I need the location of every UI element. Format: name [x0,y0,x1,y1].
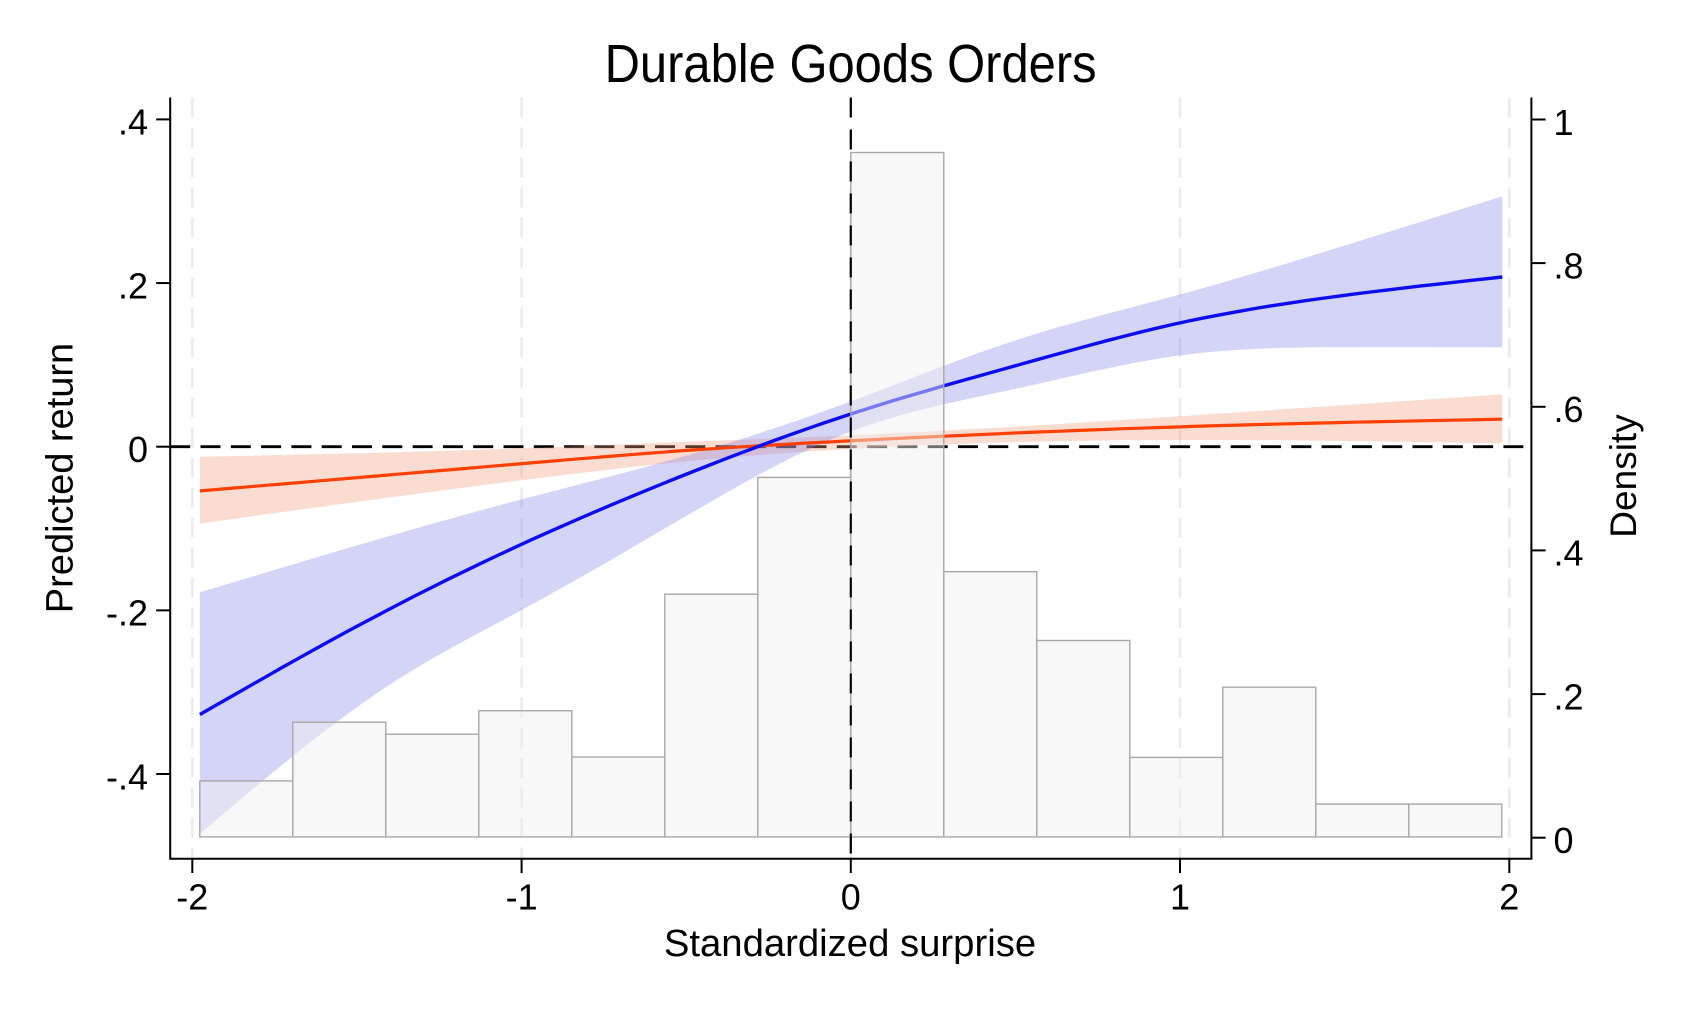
svg-text:-.2: -.2 [106,593,148,634]
svg-text:1: 1 [1554,102,1574,143]
svg-text:-1: -1 [506,876,538,917]
svg-text:.8: .8 [1554,245,1584,286]
svg-text:1: 1 [1170,876,1190,917]
svg-text:.6: .6 [1554,389,1584,430]
svg-text:.4: .4 [118,102,148,143]
svg-text:0: 0 [841,876,861,917]
svg-text:-2: -2 [176,876,208,917]
svg-text:-.4: -.4 [106,756,148,797]
svg-text:.2: .2 [118,265,148,306]
svg-text:Density: Density [1603,414,1644,538]
svg-text:.4: .4 [1554,533,1584,574]
svg-text:.2: .2 [1554,676,1584,717]
svg-text:2: 2 [1499,876,1519,917]
svg-text:Standardized surprise: Standardized surprise [664,923,1036,965]
svg-text:0: 0 [128,429,148,470]
svg-text:Predicted return: Predicted return [40,343,82,613]
svg-text:Durable Goods Orders: Durable Goods Orders [605,34,1097,94]
svg-text:0: 0 [1554,820,1574,861]
